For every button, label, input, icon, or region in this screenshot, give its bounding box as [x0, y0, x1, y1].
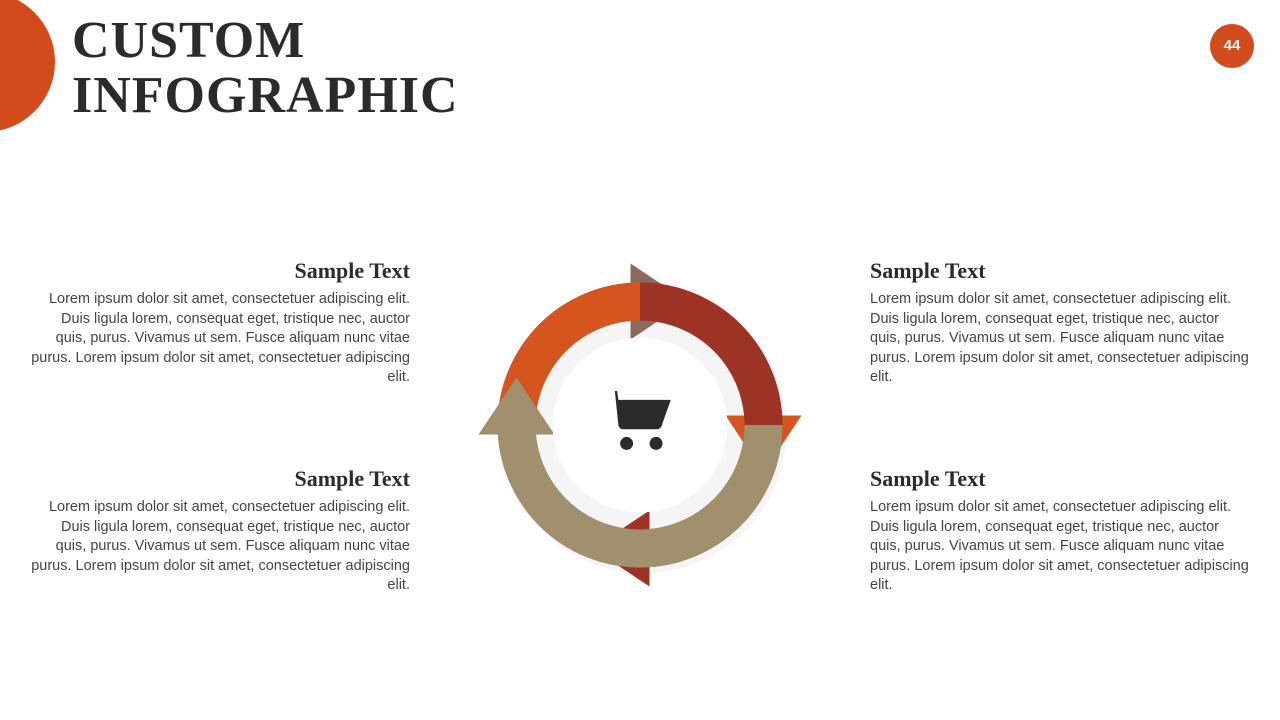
title-line-2: INFOGRAPHIC [72, 67, 459, 124]
page-title: CUSTOM INFOGRAPHIC [72, 14, 459, 123]
cycle-svg [450, 235, 830, 615]
block-br-body: Lorem ipsum dolor sit amet, consectetuer… [870, 498, 1250, 596]
block-bottom-right: Sample Text Lorem ipsum dolor sit amet, … [870, 466, 1250, 596]
corner-ornament [0, 0, 55, 132]
block-tl-body: Lorem ipsum dolor sit amet, consectetuer… [30, 290, 410, 388]
cycle-diagram [450, 235, 830, 615]
block-bl-body: Lorem ipsum dolor sit amet, consectetuer… [30, 498, 410, 596]
block-bl-title: Sample Text [30, 466, 410, 492]
block-br-title: Sample Text [870, 466, 1250, 492]
block-top-left: Sample Text Lorem ipsum dolor sit amet, … [30, 258, 410, 388]
block-tr-body: Lorem ipsum dolor sit amet, consectetuer… [870, 290, 1250, 388]
page-number-badge: 44 [1210, 24, 1254, 68]
title-line-1: CUSTOM [72, 12, 305, 69]
block-tr-title: Sample Text [870, 258, 1250, 284]
block-top-right: Sample Text Lorem ipsum dolor sit amet, … [870, 258, 1250, 388]
block-tl-title: Sample Text [30, 258, 410, 284]
slide: { "page_number": "44", "title_line1": "C… [0, 0, 1280, 720]
block-bottom-left: Sample Text Lorem ipsum dolor sit amet, … [30, 466, 410, 596]
